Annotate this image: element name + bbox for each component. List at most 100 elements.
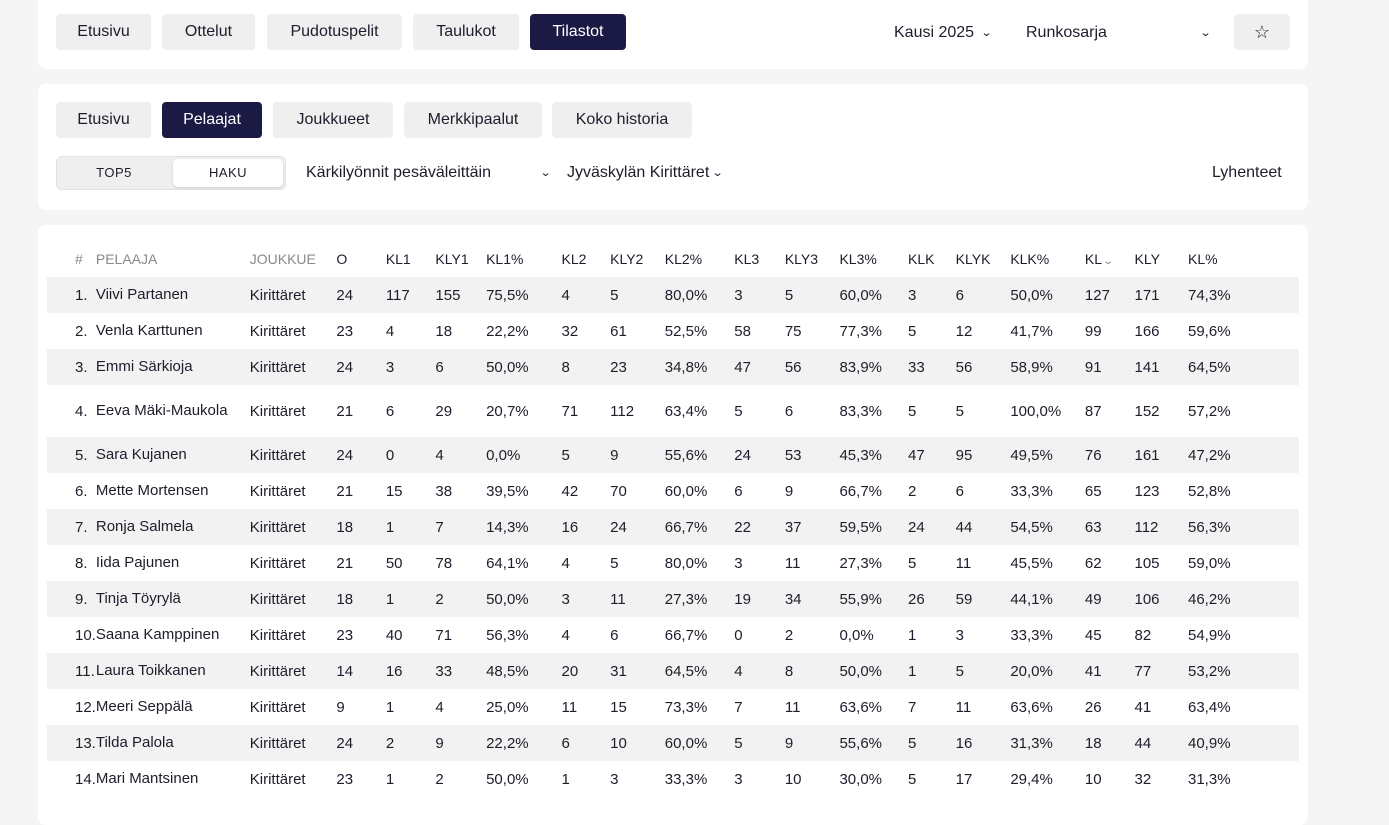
top5-haku-toggle: TOP5 HAKU [56,156,286,190]
cell-klk: 26 [908,581,956,617]
table-row[interactable]: 10. Saana Kamppinen Kirittäret 23 40 71 56,3% 4… [47,617,1299,653]
table-row[interactable]: 3. Emmi Särkioja Kirittäret 24 3 6 50,0% 8 23 34,… [47,349,1299,385]
subnav-tab-pelaajat[interactable]: Pelaajat [162,102,262,138]
table-row[interactable]: 9. Tinja Töyrylä Kirittäret 18 1 2 50,0% 3 11 27,… [47,581,1299,617]
table-row[interactable]: 13. Tilda Palola Kirittäret 24 2 9 22,2% 6 10 60,… [47,725,1299,761]
cell-klk-pct: 100,0% [1010,402,1062,420]
col-header-kly3[interactable]: KLY3 [784,251,819,267]
cell-kly: 166 [1134,322,1160,340]
cell-kl3: 24 [734,437,785,473]
table-row[interactable]: 2. Venla Karttunen Kirittäret 23 4 18 22,2% 32 6… [47,313,1299,349]
cell-kl2: 4 [561,554,570,572]
col-header-kl-sorted[interactable]: KL⌄ [1085,241,1135,277]
cell-player[interactable]: Ronja Salmela [95,509,250,545]
col-header-kly2[interactable]: KLY2 [610,251,644,267]
cell-player[interactable]: Tilda Palola [95,725,250,761]
favorite-button[interactable]: ☆ [1234,14,1290,50]
cell-player[interactable]: Tinja Töyrylä [95,581,250,617]
col-header-klyk[interactable]: KLYK [955,251,991,267]
cell-player[interactable]: Emmi Särkioja [95,349,250,385]
subnav-tab-joukkueet[interactable]: Joukkueet [273,102,393,138]
cell-team: Kirittäret [249,437,337,473]
nav-tab-pudotuspelit[interactable]: Pudotuspelit [267,14,402,50]
cell-klyk: 95 [955,437,1011,473]
nav-tab-ottelut[interactable]: Ottelut [162,14,255,50]
subnav-tab-koko-historia[interactable]: Koko historia [552,102,692,138]
cell-klyk: 6 [955,277,1011,313]
nav-tab-taulukot[interactable]: Taulukot [413,14,519,50]
cell-player[interactable]: Meeri Seppälä [95,698,193,715]
table-row[interactable]: 12. Meeri Seppälä Kirittäret 9 1 4 25,0% 11 15 73… [47,689,1299,725]
cell-kly: 105 [1134,554,1160,572]
cell-kl: 49 [1084,581,1135,617]
cell-kly: 32 [1134,770,1152,788]
col-header-klk-pct[interactable]: KLK% [1010,251,1050,267]
cell-player[interactable]: Venla Karttunen [95,322,203,339]
cell-kl3-pct: 45,3% [839,437,909,473]
col-header-kly1[interactable]: KLY1 [435,251,469,267]
col-header-kl1[interactable]: KL1 [385,251,411,267]
cell-o: 23 [336,770,354,788]
team-select[interactable]: Jyväskylän Kirittäret ⌄ [567,163,724,183]
nav-tab-etusivu[interactable]: Etusivu [56,14,151,50]
col-header-kl3-pct[interactable]: KL3% [839,251,877,267]
cell-kl1: 2 [385,725,436,761]
cell-player[interactable]: Laura Toikkanen [95,653,250,689]
cell-kl1: 1 [385,581,436,617]
cell-player[interactable]: Viivi Partanen [95,277,250,313]
cell-rank: 12. [75,698,96,716]
cell-kl2: 11 [561,698,578,716]
cell-player[interactable]: Mari Mantsinen [95,770,199,787]
team-select-value: Jyväskylän Kirittäret [567,164,710,181]
table-row[interactable]: 6. Mette Mortensen Kirittäret 21 15 38 39,5% 42… [47,473,1299,509]
cell-team: Kirittäret [249,509,337,545]
cell-kl1: 15 [385,482,403,500]
cell-player[interactable]: Sara Kujanen [95,437,250,473]
cell-player[interactable]: Mette Mortensen [95,482,209,499]
table-row[interactable]: 11. Laura Toikkanen Kirittäret 14 16 33 48,5% 2… [47,653,1299,689]
table-row[interactable]: 7. Ronja Salmela Kirittäret 18 1 7 14,3% 16 24 66… [47,509,1299,545]
cell-kl2-pct: 80,0% [664,277,735,313]
nav-tab-tilastot[interactable]: Tilastot [530,14,626,50]
cell-kl2-pct: 80,0% [664,554,708,572]
cell-rank: 13. [47,725,96,761]
cell-kl: 76 [1084,437,1135,473]
subnav-tab-etusivu[interactable]: Etusivu [56,102,151,138]
cell-player[interactable]: Iida Pajunen [95,554,180,571]
table-row[interactable]: 1. Viivi Partanen Kirittäret 24 117 155 75,5% 4… [47,277,1299,313]
cell-kl3: 4 [734,653,785,689]
stat-category-select[interactable]: Kärkilyönnit pesäväleittäin ⌄ [306,163,551,183]
abbreviations-link[interactable]: Lyhenteet [1212,164,1282,181]
cell-team: Kirittäret [249,322,306,340]
toggle-haku[interactable]: HAKU [173,159,283,187]
series-select[interactable]: Runkosarja ⌄ [1026,23,1211,43]
col-header-kl2[interactable]: KL2 [561,251,587,267]
table-row[interactable]: 14. Mari Mantsinen Kirittäret 23 1 2 50,0% 1 3 33… [47,761,1299,797]
col-header-kl-pct[interactable]: KL% [1188,251,1218,267]
table-row[interactable]: 4. Eeva Mäki-Maukola Kirittäret 21 6 29 20,7% 7… [47,385,1299,437]
col-header-team[interactable]: JOUKKUE [249,251,316,267]
cell-rank: 5. [47,437,96,473]
col-header-kl2-pct[interactable]: KL2% [664,251,703,267]
table-row[interactable]: 5. Sara Kujanen Kirittäret 24 0 4 0,0% 5 9 55,6% 2… [47,437,1299,473]
cell-kl2: 1 [561,770,570,788]
col-header-player[interactable]: PELAAJA [95,251,158,267]
cell-kly1: 155 [435,277,487,313]
cell-o: 9 [336,698,345,716]
col-header-kl3[interactable]: KL3 [734,251,760,267]
cell-klyk: 59 [955,581,1011,617]
col-header-o[interactable]: O [336,251,348,267]
cell-o: 18 [336,581,386,617]
table-row[interactable]: 8. Iida Pajunen Kirittäret 21 50 78 64,1% 4 5 80,… [47,545,1299,581]
subnav-tab-merkkipaalut[interactable]: Merkkipaalut [404,102,542,138]
cell-kly2: 24 [610,509,665,545]
cell-player[interactable]: Eeva Mäki-Maukola [95,402,228,419]
cell-kl1: 50 [385,554,403,572]
cell-player[interactable]: Saana Kamppinen [95,626,220,643]
cell-kl-pct: 59,0% [1188,554,1231,572]
col-header-klk[interactable]: KLK [908,251,935,267]
toggle-top5[interactable]: TOP5 [96,165,132,180]
col-header-kl1-pct[interactable]: KL1% [486,251,524,267]
col-header-kly[interactable]: KLY [1134,251,1160,267]
season-select[interactable]: Kausi 2025 ⌄ [894,23,993,43]
